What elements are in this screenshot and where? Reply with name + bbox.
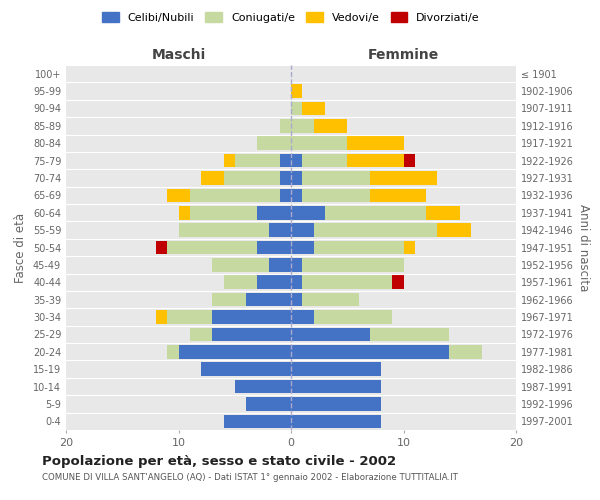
Bar [291,310,314,324]
Bar [223,171,280,185]
Bar [291,119,314,132]
Bar [167,310,212,324]
Bar [201,362,291,376]
Bar [302,293,359,306]
Bar [190,206,257,220]
Bar [392,276,404,289]
Bar [314,119,347,132]
Bar [302,258,404,272]
Bar [280,188,291,202]
Bar [370,188,426,202]
Bar [449,345,482,358]
Bar [280,171,291,185]
Bar [179,224,269,237]
Bar [291,206,325,220]
Bar [370,328,449,341]
Bar [212,258,269,272]
Bar [314,310,392,324]
Bar [190,328,212,341]
Text: Femmine: Femmine [368,48,439,62]
Bar [291,293,302,306]
Bar [223,414,291,428]
Bar [437,224,471,237]
Bar [223,276,257,289]
Bar [302,154,347,168]
Text: Popolazione per età, sesso e stato civile - 2002: Popolazione per età, sesso e stato civil… [42,455,396,468]
Bar [257,206,291,220]
Bar [302,171,370,185]
Bar [325,206,426,220]
Bar [246,293,291,306]
Bar [212,310,291,324]
Bar [190,188,280,202]
Bar [257,240,291,254]
Bar [291,84,302,98]
Bar [302,102,325,115]
Bar [291,276,302,289]
Bar [291,171,302,185]
Bar [347,154,404,168]
Bar [291,328,370,341]
Text: Maschi: Maschi [151,48,206,62]
Bar [302,188,370,202]
Bar [257,276,291,289]
Bar [212,293,246,306]
Bar [179,345,291,358]
Bar [291,380,381,394]
Bar [156,240,167,254]
Bar [426,206,460,220]
Y-axis label: Anni di nascita: Anni di nascita [577,204,590,291]
Bar [246,397,291,410]
Bar [291,240,314,254]
Bar [156,310,167,324]
Bar [212,328,291,341]
Bar [314,224,437,237]
Bar [404,240,415,254]
Legend: Celibi/Nubili, Coniugati/e, Vedovi/e, Divorziati/e: Celibi/Nubili, Coniugati/e, Vedovi/e, Di… [99,8,483,26]
Bar [235,154,280,168]
Bar [291,414,381,428]
Bar [179,206,190,220]
Bar [291,154,302,168]
Bar [167,240,257,254]
Bar [291,258,302,272]
Bar [314,240,404,254]
Bar [302,276,392,289]
Bar [167,345,179,358]
Bar [257,136,291,150]
Bar [223,154,235,168]
Y-axis label: Fasce di età: Fasce di età [14,212,27,282]
Bar [269,258,291,272]
Bar [291,345,449,358]
Bar [201,171,223,185]
Bar [291,188,302,202]
Bar [291,397,381,410]
Bar [280,119,291,132]
Bar [280,154,291,168]
Bar [404,154,415,168]
Bar [347,136,404,150]
Bar [167,188,190,202]
Bar [370,171,437,185]
Bar [291,136,347,150]
Bar [291,224,314,237]
Bar [291,102,302,115]
Text: COMUNE DI VILLA SANT'ANGELO (AQ) - Dati ISTAT 1° gennaio 2002 - Elaborazione TUT: COMUNE DI VILLA SANT'ANGELO (AQ) - Dati … [42,472,458,482]
Bar [291,362,381,376]
Bar [235,380,291,394]
Bar [269,224,291,237]
